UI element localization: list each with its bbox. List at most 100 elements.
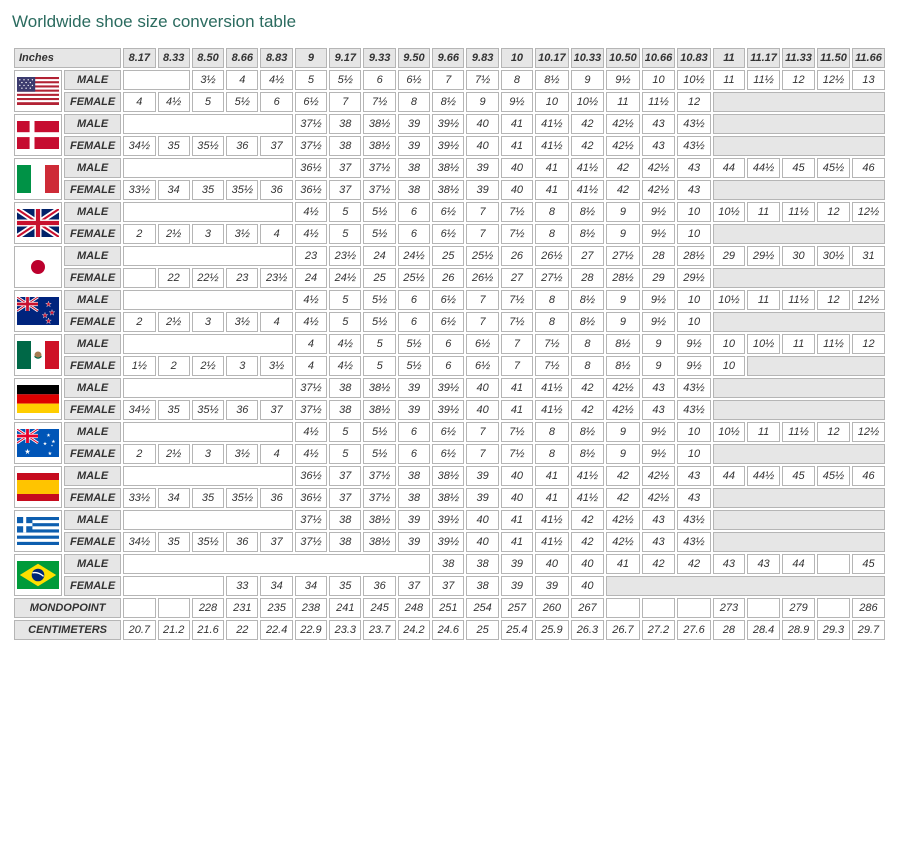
country6-male-v6: 4½: [329, 334, 361, 354]
country9-male-v16: 43: [677, 466, 711, 486]
country9-female-v1: 34: [158, 488, 190, 508]
mondopoint-9: 251: [432, 598, 464, 618]
country2-male-v21: 46: [852, 158, 885, 178]
country2-female-v2: 35: [192, 180, 224, 200]
country6-male-v14: 8½: [606, 334, 640, 354]
header-inch-8: 9.50: [398, 48, 430, 68]
country9-male-v18: 44½: [747, 466, 780, 486]
country4-female-v9: 26: [432, 268, 464, 288]
country5-male-v8: 6: [398, 290, 430, 310]
country1-female-v3: 36: [226, 136, 258, 156]
mondopoint-14: [606, 598, 640, 618]
country1-female-v2: 35½: [192, 136, 224, 156]
label-male: MALE: [64, 422, 121, 442]
country5-male-v20: 12: [817, 290, 850, 310]
label-male: MALE: [64, 290, 121, 310]
label-female: FEMALE: [64, 268, 121, 288]
country10-female-v9: 39½: [432, 532, 464, 552]
country7-female-v8: 39: [398, 400, 430, 420]
country6-male-v18: 10½: [747, 334, 780, 354]
header-inch-3: 8.66: [226, 48, 258, 68]
mondopoint-15: [642, 598, 676, 618]
country8-male-v17: 10½: [713, 422, 745, 442]
country6-female-v5: 4: [295, 356, 327, 376]
label-male: MALE: [64, 246, 121, 266]
country9-female-v9: 38½: [432, 488, 464, 508]
country11-male-v16: 42: [677, 554, 711, 574]
country3-male-v20: 12: [817, 202, 850, 222]
country10-male-v12: 41½: [535, 510, 569, 530]
country2-female-v11: 40: [501, 180, 533, 200]
country0-female-v5: 6½: [295, 92, 327, 112]
country3-female-v9: 6½: [432, 224, 464, 244]
country5-male-leading-blank: [123, 290, 293, 310]
country7-female-v13: 42: [571, 400, 605, 420]
country8-male-v15: 9½: [642, 422, 676, 442]
country7-male-v6: 38: [329, 378, 361, 398]
country7-female-v9: 39½: [432, 400, 464, 420]
country8-female-v4: 4: [260, 444, 292, 464]
country0-female-v1: 4½: [158, 92, 190, 112]
country4-female-v11: 27: [501, 268, 533, 288]
country4-female-leading-blank: [123, 268, 155, 288]
country2-male-v20: 45½: [817, 158, 850, 178]
country5-female-v8: 6: [398, 312, 430, 332]
label-female: FEMALE: [64, 400, 121, 420]
mondopoint-16: [677, 598, 711, 618]
centimeters-1: 21.2: [158, 620, 190, 640]
country9-female-v11: 40: [501, 488, 533, 508]
country4-male-v13: 27: [571, 246, 605, 266]
country7-male-v12: 41½: [535, 378, 569, 398]
country1-female-v9: 39½: [432, 136, 464, 156]
country10-female-v0: 34½: [123, 532, 155, 552]
country1-female-v1: 35: [158, 136, 190, 156]
country11-male-v21: 45: [852, 554, 885, 574]
country3-female-v3: 3½: [226, 224, 258, 244]
country5-female-v0: 2: [123, 312, 155, 332]
country9-male-v6: 37: [329, 466, 361, 486]
country4-female-trailing-blank: [713, 268, 885, 288]
country1-female-v15: 43: [642, 136, 676, 156]
country1-female-v5: 37½: [295, 136, 327, 156]
country11-female-v4: 34: [260, 576, 292, 596]
header-inch-11: 10: [501, 48, 533, 68]
centimeters-3: 22: [226, 620, 258, 640]
country1-male-v13: 42: [571, 114, 605, 134]
country2-female-v4: 36: [260, 180, 292, 200]
country11-male-v14: 41: [606, 554, 640, 574]
country8-male-v13: 8½: [571, 422, 605, 442]
country7-female-v4: 37: [260, 400, 292, 420]
country2-male-v5: 36½: [295, 158, 327, 178]
country1-male-v10: 40: [466, 114, 498, 134]
country8-male-v16: 10: [677, 422, 711, 442]
country10-female-v12: 41½: [535, 532, 569, 552]
country2-male-v19: 45: [782, 158, 815, 178]
country0-male-v13: 9: [571, 70, 605, 90]
country1-male-v6: 38: [329, 114, 361, 134]
country10-female-v16: 43½: [677, 532, 711, 552]
country3-male-v17: 10½: [713, 202, 745, 222]
mondopoint-19: 279: [782, 598, 815, 618]
header-inch-15: 10.66: [642, 48, 676, 68]
country5-male-v9: 6½: [432, 290, 464, 310]
country4-male-v16: 28½: [677, 246, 711, 266]
country3-male-v8: 6: [398, 202, 430, 222]
country3-male-v9: 6½: [432, 202, 464, 222]
label-female: FEMALE: [64, 356, 121, 376]
country4-male-v18: 29½: [747, 246, 780, 266]
country2-female-v5: 36½: [295, 180, 327, 200]
country6-male-v13: 8: [571, 334, 605, 354]
country3-female-v5: 4½: [295, 224, 327, 244]
country3-male-leading-blank: [123, 202, 293, 222]
country2-male-v16: 43: [677, 158, 711, 178]
label-female: FEMALE: [64, 180, 121, 200]
mondopoint-5: 238: [295, 598, 327, 618]
country3-female-v12: 8: [535, 224, 569, 244]
mondopoint-label: MONDOPOINT: [14, 598, 121, 618]
country1-female-v13: 42: [571, 136, 605, 156]
country0-female-v8: 8: [398, 92, 430, 112]
country5-female-v3: 3½: [226, 312, 258, 332]
country8-male-v9: 6½: [432, 422, 464, 442]
country2-male-v18: 44½: [747, 158, 780, 178]
country10-male-v7: 38½: [363, 510, 395, 530]
